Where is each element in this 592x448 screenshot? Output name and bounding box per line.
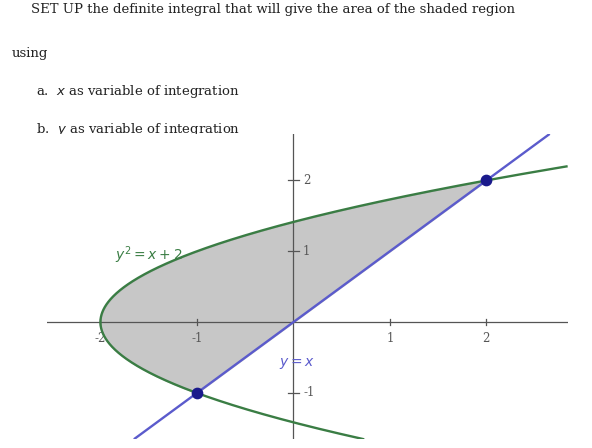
Text: b.  $y$ as variable of integration: b. $y$ as variable of integration (36, 121, 240, 138)
Text: SET UP the definite integral that will give the area of the shaded region: SET UP the definite integral that will g… (31, 3, 515, 16)
Text: 1: 1 (386, 332, 394, 345)
Text: a.  $x$ as variable of integration: a. $x$ as variable of integration (36, 83, 239, 100)
Text: 2: 2 (303, 174, 310, 187)
Text: $y^2 = x + 2$: $y^2 = x + 2$ (115, 244, 182, 266)
Text: 1: 1 (303, 245, 310, 258)
Text: -2: -2 (95, 332, 106, 345)
Point (481, 177, 491, 184)
Text: 2: 2 (482, 332, 490, 345)
Text: using: using (12, 47, 48, 60)
Text: $y = x$: $y = x$ (279, 356, 315, 371)
Point (192, 389, 202, 396)
Text: -1: -1 (303, 387, 314, 400)
Text: -1: -1 (191, 332, 202, 345)
